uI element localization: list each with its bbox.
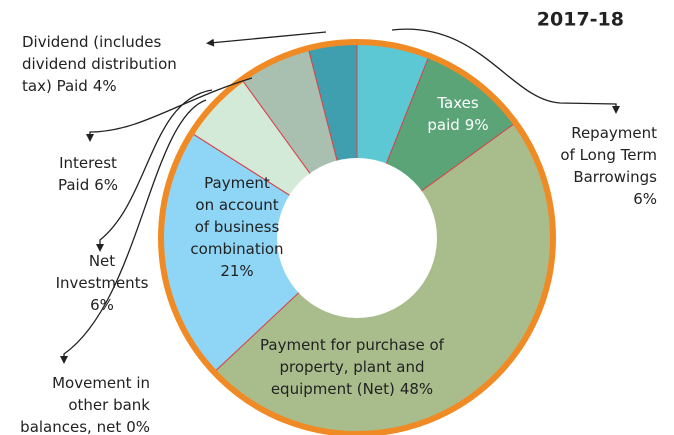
- label-line: of Long Term: [560, 146, 657, 164]
- label-line: Taxes: [436, 94, 479, 112]
- label-line: dividend distribution: [22, 55, 177, 73]
- value-label: 48%: [400, 380, 433, 398]
- value-label: 21%: [220, 262, 253, 280]
- label-line: combination: [190, 240, 283, 258]
- slice-label: Payment for purchase of property, plant a…: [260, 336, 445, 398]
- value-label: 6%: [90, 296, 114, 314]
- label-line: Net: [89, 252, 115, 270]
- label-line: Dividend (includes: [22, 33, 162, 51]
- label-line: on account: [195, 196, 278, 214]
- value-label: 9%: [465, 116, 489, 134]
- value-label: 6%: [94, 176, 118, 194]
- slice-label: Dividend (includes dividend distribution t…: [22, 33, 177, 95]
- label-line: paid: [427, 116, 459, 134]
- label-line: Movement in: [52, 374, 150, 392]
- label-line: Paid: [58, 176, 89, 194]
- label-line: other bank: [68, 396, 150, 414]
- slice-label: Payment on account of business combination 2…: [190, 174, 283, 280]
- slice-label: Net Investments 6%: [56, 252, 149, 314]
- value-label: 0%: [126, 418, 150, 435]
- leader-arrow: [96, 89, 213, 252]
- leader-arrow: [206, 31, 327, 47]
- leader-arrow: [391, 28, 620, 114]
- label-line: property, plant and: [279, 358, 424, 376]
- slice-label: Movement in other bank balances, net 0%: [20, 374, 150, 435]
- outer-ring: [158, 39, 556, 435]
- label-line: Interest: [59, 154, 117, 172]
- slice-label: Taxes paid 9%: [427, 94, 488, 134]
- chart-title: 2017-18: [537, 9, 624, 31]
- label-line: tax) Paid: [22, 77, 88, 95]
- label-line: Investments: [56, 274, 149, 292]
- label-line: balances, net: [20, 418, 121, 435]
- value-label: 6%: [633, 190, 657, 208]
- value-label: 4%: [93, 77, 117, 95]
- slice-label: Repayment of Long Term Barrowings 6%: [560, 124, 657, 208]
- label-line: Payment for purchase of: [260, 336, 445, 354]
- donut-hole: [277, 158, 437, 318]
- label-line: equipment (Net): [271, 380, 395, 398]
- leader-arrow: [86, 77, 253, 142]
- label-line: Payment: [204, 174, 270, 192]
- label-line: Repayment: [571, 124, 657, 142]
- slice-label: Interest Paid 6%: [58, 154, 118, 194]
- leader-arrow: [60, 99, 207, 364]
- label-line: Barrowings: [573, 168, 657, 186]
- label-line: of business: [195, 218, 280, 236]
